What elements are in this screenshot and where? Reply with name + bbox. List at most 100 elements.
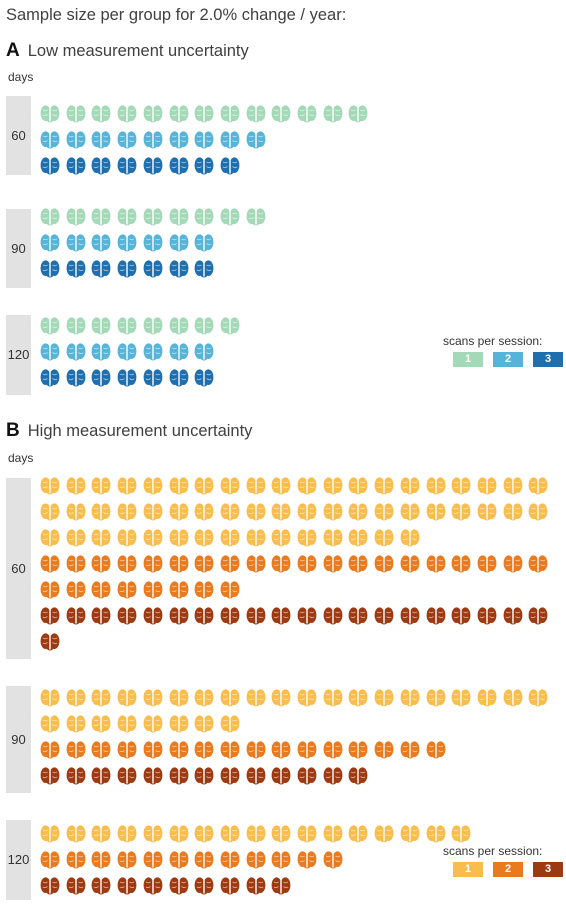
brain-icon	[66, 208, 86, 226]
brain-icon	[194, 581, 214, 599]
icon-row	[40, 156, 246, 176]
legend-title: scans per session:	[443, 334, 543, 348]
icon-row	[40, 606, 554, 626]
days-axis-label: days	[8, 451, 34, 465]
brain-icon	[348, 825, 368, 843]
brain-icon	[503, 607, 522, 625]
brain-icon	[400, 529, 420, 547]
group-days-label: 60	[11, 127, 26, 143]
brain-icon	[143, 529, 163, 547]
brain-icon	[91, 877, 111, 895]
brain-icon	[528, 503, 548, 521]
brain-icon	[194, 741, 214, 759]
brain-icon	[40, 131, 60, 149]
brain-icon	[66, 369, 86, 387]
brain-icon	[194, 208, 214, 226]
brain-icon	[220, 767, 240, 785]
brain-icon	[91, 529, 111, 547]
brain-icon	[426, 503, 445, 521]
brain-icon	[169, 767, 188, 785]
icon-row	[40, 502, 554, 522]
brain-icon	[348, 503, 368, 521]
brain-icon	[426, 825, 445, 843]
brain-icon	[117, 503, 137, 521]
brain-icon	[169, 369, 188, 387]
brain-icon	[169, 877, 188, 895]
brain-icon	[271, 741, 291, 759]
brain-icon	[66, 767, 86, 785]
brain-icon	[169, 851, 188, 869]
icon-row	[40, 714, 246, 734]
brain-icon	[40, 607, 60, 625]
brain-icon	[169, 157, 188, 175]
brain-icon	[194, 555, 214, 573]
brain-icon	[117, 877, 137, 895]
group-label-box	[6, 478, 31, 659]
brain-icon	[169, 208, 188, 226]
brain-icon	[40, 715, 60, 733]
brain-icon	[451, 825, 471, 843]
icon-row	[40, 824, 477, 844]
icon-row	[40, 342, 220, 362]
group-label-box	[6, 315, 31, 395]
brain-icon	[117, 208, 137, 226]
brain-icon	[40, 317, 60, 335]
brain-icon	[426, 555, 445, 573]
brain-icon	[117, 317, 137, 335]
brain-icon	[323, 689, 343, 707]
brain-icon	[40, 208, 60, 226]
brain-icon	[143, 877, 163, 895]
brain-icon	[40, 689, 60, 707]
brain-icon	[91, 131, 111, 149]
brain-icon	[246, 607, 265, 625]
brain-icon	[194, 234, 214, 252]
brain-icon	[194, 157, 214, 175]
brain-icon	[323, 503, 343, 521]
brain-icon	[220, 131, 240, 149]
brain-icon	[297, 477, 317, 495]
icon-row	[40, 130, 271, 150]
brain-icon	[246, 529, 265, 547]
brain-icon	[143, 607, 163, 625]
brain-icon	[169, 825, 188, 843]
brain-icon	[194, 131, 214, 149]
brain-icon	[66, 715, 86, 733]
brain-icon	[297, 503, 317, 521]
brain-icon	[477, 477, 497, 495]
brain-icon	[143, 260, 163, 278]
brain-icon	[271, 767, 291, 785]
brain-icon	[143, 715, 163, 733]
brain-icon	[40, 157, 60, 175]
brain-icon	[117, 741, 137, 759]
brain-icon	[66, 689, 86, 707]
brain-icon	[348, 741, 368, 759]
icon-row	[40, 207, 271, 227]
brain-icon	[169, 607, 188, 625]
brain-icon	[194, 260, 214, 278]
brain-icon	[220, 851, 240, 869]
brain-icon	[374, 607, 394, 625]
brain-icon	[40, 877, 60, 895]
brain-icon	[528, 555, 548, 573]
brain-icon	[66, 131, 86, 149]
brain-icon	[117, 825, 137, 843]
brain-icon	[66, 877, 86, 895]
brain-icon	[323, 555, 343, 573]
brain-icon	[323, 851, 343, 869]
brain-icon	[40, 503, 60, 521]
brain-icon	[91, 581, 111, 599]
brain-icon	[374, 529, 394, 547]
brain-icon	[91, 260, 111, 278]
brain-icon	[348, 689, 368, 707]
brain-icon	[374, 689, 394, 707]
brain-icon	[297, 767, 317, 785]
brain-icon	[528, 477, 548, 495]
brain-icon	[117, 715, 137, 733]
brain-icon	[194, 767, 214, 785]
brain-icon	[40, 343, 60, 361]
brain-icon	[348, 767, 368, 785]
brain-icon	[169, 715, 188, 733]
brain-icon	[143, 317, 163, 335]
brain-icon	[40, 105, 60, 123]
brain-icon	[220, 503, 240, 521]
